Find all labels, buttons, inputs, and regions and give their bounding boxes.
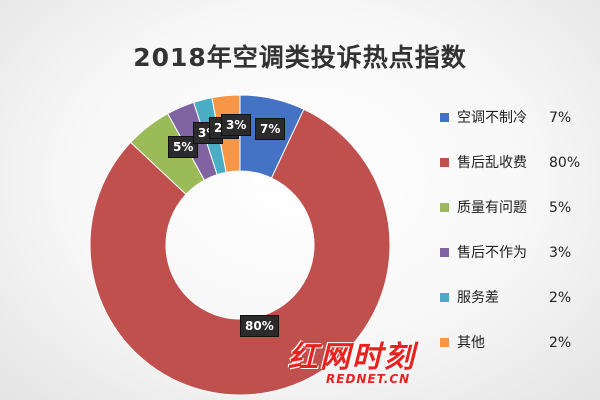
legend-item-charging: 售后乱收费 80% <box>440 153 580 173</box>
legend-value-charging: 80% <box>549 155 581 171</box>
legend-value-service: 2% <box>549 290 572 306</box>
legend-swatch-charging <box>440 157 449 167</box>
data-label-charging: 80% <box>240 315 279 337</box>
data-label-cooling: 7% <box>255 118 286 140</box>
legend-item-service: 服务差 2% <box>440 288 571 308</box>
legend-swatch-other <box>440 337 449 347</box>
legend-value-other: 2% <box>549 335 572 351</box>
legend-label-service: 服务差 <box>457 290 499 306</box>
legend-value-inaction: 3% <box>549 245 572 261</box>
legend-item-inaction: 售后不作为 3% <box>440 243 571 263</box>
data-label-quality: 5% <box>168 136 199 158</box>
slice-charging <box>89 108 391 396</box>
legend-item-quality: 质量有问题 5% <box>440 198 571 218</box>
watermark-main-text: 红网时刻 <box>288 340 416 375</box>
watermark-logo: 红网时刻 REDNET.CN <box>288 332 458 392</box>
legend-swatch-cooling <box>440 112 449 122</box>
watermark-sub-text: REDNET.CN <box>326 372 411 386</box>
chart-title: 2018年空调类投诉热点指数 <box>133 43 467 72</box>
legend-label-other: 其他 <box>457 335 485 351</box>
legend-label-cooling: 空调不制冷 <box>457 110 527 126</box>
legend-value-cooling: 7% <box>549 110 572 126</box>
legend-label-inaction: 售后不作为 <box>457 245 527 261</box>
legend-swatch-quality <box>440 202 449 212</box>
legend-label-quality: 质量有问题 <box>457 200 527 216</box>
data-label-other: 3% <box>221 114 252 136</box>
legend-item-cooling: 空调不制冷 7% <box>440 108 571 128</box>
legend-item-other: 其他 2% <box>440 333 571 353</box>
legend-swatch-service <box>440 292 449 302</box>
legend-swatch-inaction <box>440 247 449 257</box>
legend-label-charging: 售后乱收费 <box>457 155 527 171</box>
legend-value-quality: 5% <box>549 200 572 216</box>
